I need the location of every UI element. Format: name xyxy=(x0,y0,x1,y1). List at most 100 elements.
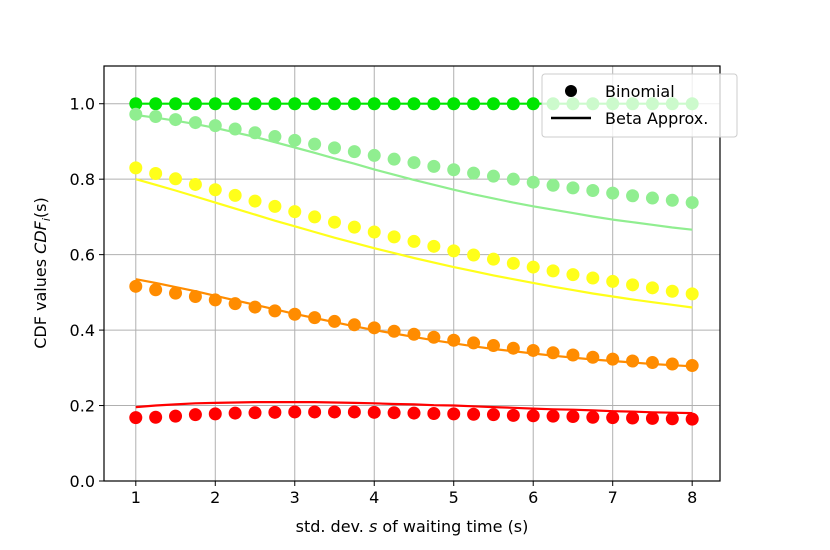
y-tick-label: 0.6 xyxy=(70,246,95,265)
binomial-point-yellow xyxy=(626,278,640,292)
binomial-point-yellow xyxy=(645,281,659,295)
binomial-point-orange xyxy=(606,352,620,366)
binomial-point-orange xyxy=(367,321,381,335)
binomial-point-green xyxy=(367,97,381,111)
binomial-point-red xyxy=(129,411,143,425)
binomial-point-orange xyxy=(665,357,679,371)
binomial-point-yellow xyxy=(129,161,143,175)
binomial-point-yellow xyxy=(288,205,302,219)
binomial-point-red xyxy=(407,406,421,420)
binomial-point-orange xyxy=(546,346,560,360)
binomial-point-light-green xyxy=(248,126,262,140)
binomial-point-light-green xyxy=(645,191,659,205)
binomial-point-light-green xyxy=(626,189,640,203)
binomial-point-light-green xyxy=(228,122,242,136)
binomial-point-green xyxy=(447,97,461,111)
binomial-point-light-green xyxy=(606,186,620,200)
binomial-point-light-green xyxy=(447,163,461,177)
binomial-point-yellow xyxy=(268,199,282,213)
binomial-point-green xyxy=(228,97,242,111)
legend-box xyxy=(541,73,738,138)
binomial-point-orange xyxy=(129,279,143,293)
binomial-point-orange xyxy=(427,330,441,344)
binomial-point-orange xyxy=(169,286,183,300)
binomial-point-light-green xyxy=(268,130,282,144)
binomial-point-orange xyxy=(288,307,302,321)
binomial-point-yellow xyxy=(447,244,461,258)
binomial-point-red xyxy=(685,412,699,426)
binomial-point-yellow xyxy=(308,210,322,224)
beta-line-red xyxy=(135,401,693,415)
binomial-point-light-green xyxy=(685,196,699,210)
binomial-point-red xyxy=(308,405,322,419)
binomial-point-green xyxy=(188,97,202,111)
binomial-point-light-green xyxy=(308,137,322,151)
binomial-point-yellow xyxy=(347,220,361,234)
x-tick-label: 4 xyxy=(369,488,379,507)
binomial-point-orange xyxy=(228,297,242,311)
binomial-point-red xyxy=(347,405,361,419)
binomial-point-yellow xyxy=(188,177,202,191)
beta-line-light-green xyxy=(135,113,693,231)
y-tick-label: 0.4 xyxy=(70,321,95,340)
binomial-point-green xyxy=(308,97,322,111)
binomial-point-light-green xyxy=(586,184,600,197)
binomial-point-light-green xyxy=(566,181,580,195)
binomial-point-red xyxy=(169,409,183,423)
binomial-point-red xyxy=(188,408,202,422)
x-tick-label: 6 xyxy=(528,488,538,507)
binomial-point-orange xyxy=(248,300,262,314)
binomial-point-orange xyxy=(586,350,600,364)
binomial-point-light-green xyxy=(665,193,679,207)
y-axis-label: CDF values CDFi(s) xyxy=(31,197,53,349)
binomial-point-red xyxy=(367,405,381,419)
x-tick-label: 7 xyxy=(608,488,618,507)
binomial-point-red xyxy=(467,407,481,421)
binomial-point-green xyxy=(248,97,262,111)
x-tick-label: 5 xyxy=(449,488,459,507)
binomial-point-green xyxy=(328,97,342,111)
y-axis-ticks: 0.0 0.2 0.4 0.6 0.8 1.0 xyxy=(70,95,104,491)
binomial-point-orange xyxy=(387,324,401,338)
binomial-point-yellow xyxy=(328,215,342,229)
binomial-point-red xyxy=(288,405,302,419)
x-axis-label: std. dev. s of waiting time (s) xyxy=(296,517,529,536)
binomial-point-red xyxy=(526,409,540,423)
binomial-point-light-green xyxy=(169,113,183,127)
y-tick-label: 0.8 xyxy=(70,170,95,189)
binomial-point-yellow xyxy=(566,268,580,282)
binomial-point-light-green xyxy=(149,110,163,124)
binomial-point-light-green xyxy=(486,169,500,183)
binomial-point-green xyxy=(268,97,282,111)
binomial-point-red xyxy=(387,406,401,420)
binomial-point-green xyxy=(467,97,481,111)
binomial-point-light-green xyxy=(208,119,222,133)
binomial-point-yellow xyxy=(506,256,520,270)
y-tick-label: 0.0 xyxy=(70,472,95,491)
binomial-point-red xyxy=(506,408,520,422)
binomial-point-light-green xyxy=(467,166,481,180)
binomial-point-red xyxy=(645,411,659,425)
binomial-point-yellow xyxy=(606,274,620,288)
binomial-point-orange xyxy=(208,293,222,307)
binomial-point-orange xyxy=(447,333,461,347)
binomial-point-green xyxy=(407,97,421,111)
binomial-point-orange xyxy=(506,341,520,355)
x-tick-label: 8 xyxy=(687,488,697,507)
binomial-point-yellow xyxy=(685,287,699,301)
binomial-point-yellow xyxy=(149,167,163,181)
binomial-point-light-green xyxy=(288,133,302,147)
binomial-point-yellow xyxy=(546,264,560,278)
binomial-point-yellow xyxy=(169,172,183,186)
binomial-point-light-green xyxy=(526,175,540,189)
binomial-point-green xyxy=(149,97,163,111)
binomial-point-light-green xyxy=(188,116,202,130)
binomial-point-light-green xyxy=(407,156,421,170)
binomial-point-orange xyxy=(268,304,282,318)
y-tick-label: 1.0 xyxy=(70,95,95,114)
binomial-point-red xyxy=(447,407,461,421)
legend-binomial-label: Binomial xyxy=(605,82,675,101)
binomial-point-red xyxy=(268,405,282,419)
x-tick-label: 1 xyxy=(131,488,141,507)
